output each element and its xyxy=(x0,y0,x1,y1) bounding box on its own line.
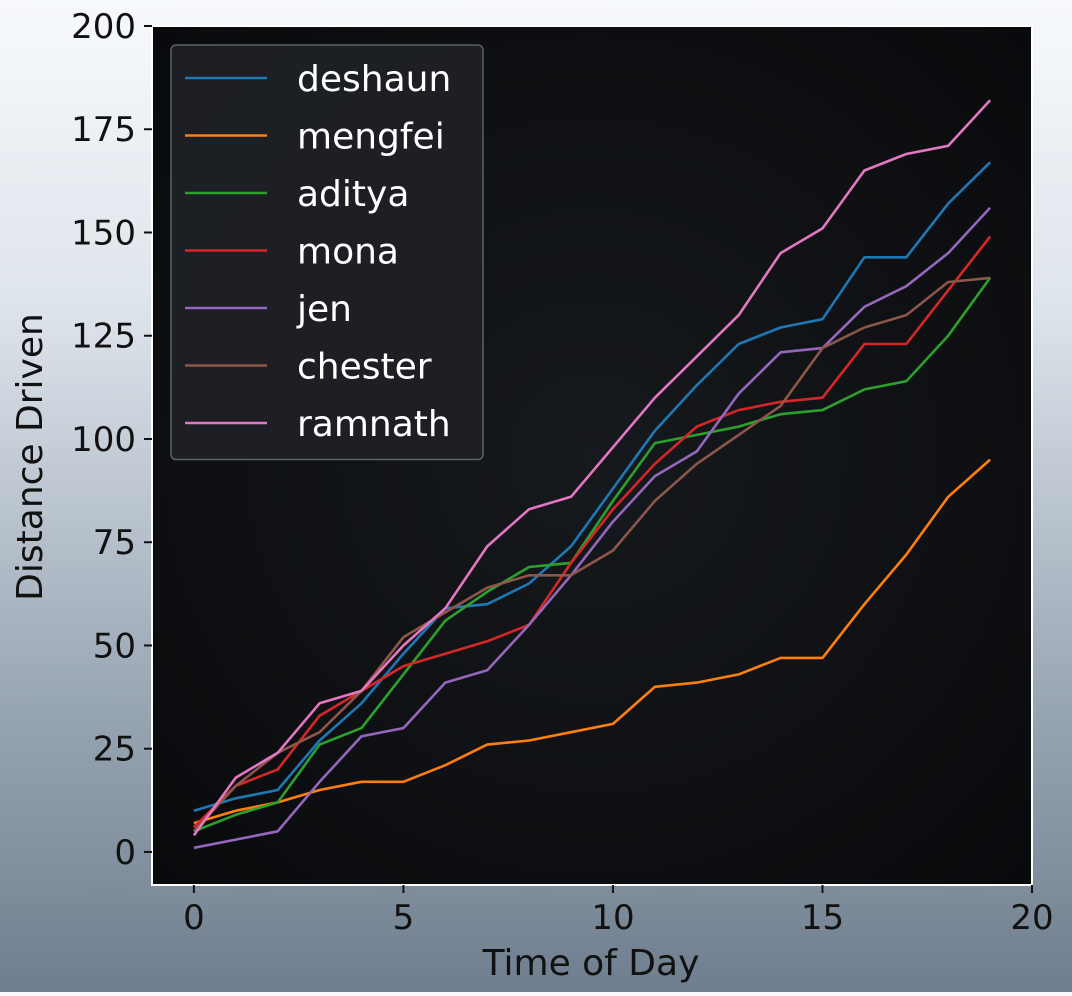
series-line-mengfei xyxy=(193,458,991,825)
y-axis-label: Distance Driven xyxy=(10,313,51,601)
series-line-ramnath xyxy=(192,99,992,837)
y-tick-label: 25 xyxy=(93,730,136,770)
x-axis-label: Time of Day xyxy=(482,943,700,984)
y-axis-ticks: 0 25 50 75 100 125 150 175 200 xyxy=(71,7,152,873)
legend-label-ramnath: ramnath xyxy=(297,404,451,445)
legend-label-chester: chester xyxy=(297,347,432,388)
y-tick-label: 0 xyxy=(114,833,136,873)
legend-frame xyxy=(170,44,484,461)
series-line-jen xyxy=(193,206,992,850)
series-lines xyxy=(192,99,992,850)
x-axis-ticks: 0 5 10 15 20 xyxy=(183,885,1054,938)
x-tick-label: 0 xyxy=(183,898,205,938)
legend-label-deshaun: deshaun xyxy=(297,59,451,100)
legend-label-aditya: aditya xyxy=(297,174,409,215)
legend-label-mona: mona xyxy=(297,232,399,273)
y-tick-label: 75 xyxy=(93,523,136,563)
y-tick-label: 50 xyxy=(93,626,136,666)
legend-label-jen: jen xyxy=(296,289,352,330)
series-line-deshaun xyxy=(193,161,992,812)
y-tick-label: 125 xyxy=(71,317,136,357)
y-tick-label: 200 xyxy=(71,7,136,47)
x-tick-label: 5 xyxy=(393,898,415,938)
series-line-aditya xyxy=(193,277,992,833)
series-line-chester xyxy=(192,276,991,833)
x-tick-label: 20 xyxy=(1010,898,1053,938)
legend: deshaun mengfei aditya mona jen chester ramnat… xyxy=(170,44,484,461)
legend-label-mengfei: mengfei xyxy=(297,117,445,158)
y-tick-label: 100 xyxy=(71,420,136,460)
x-tick-label: 10 xyxy=(591,898,634,938)
y-tick-label: 150 xyxy=(71,213,136,253)
series-line-mona xyxy=(192,235,992,829)
y-tick-label: 175 xyxy=(71,110,136,150)
x-tick-label: 15 xyxy=(801,898,844,938)
